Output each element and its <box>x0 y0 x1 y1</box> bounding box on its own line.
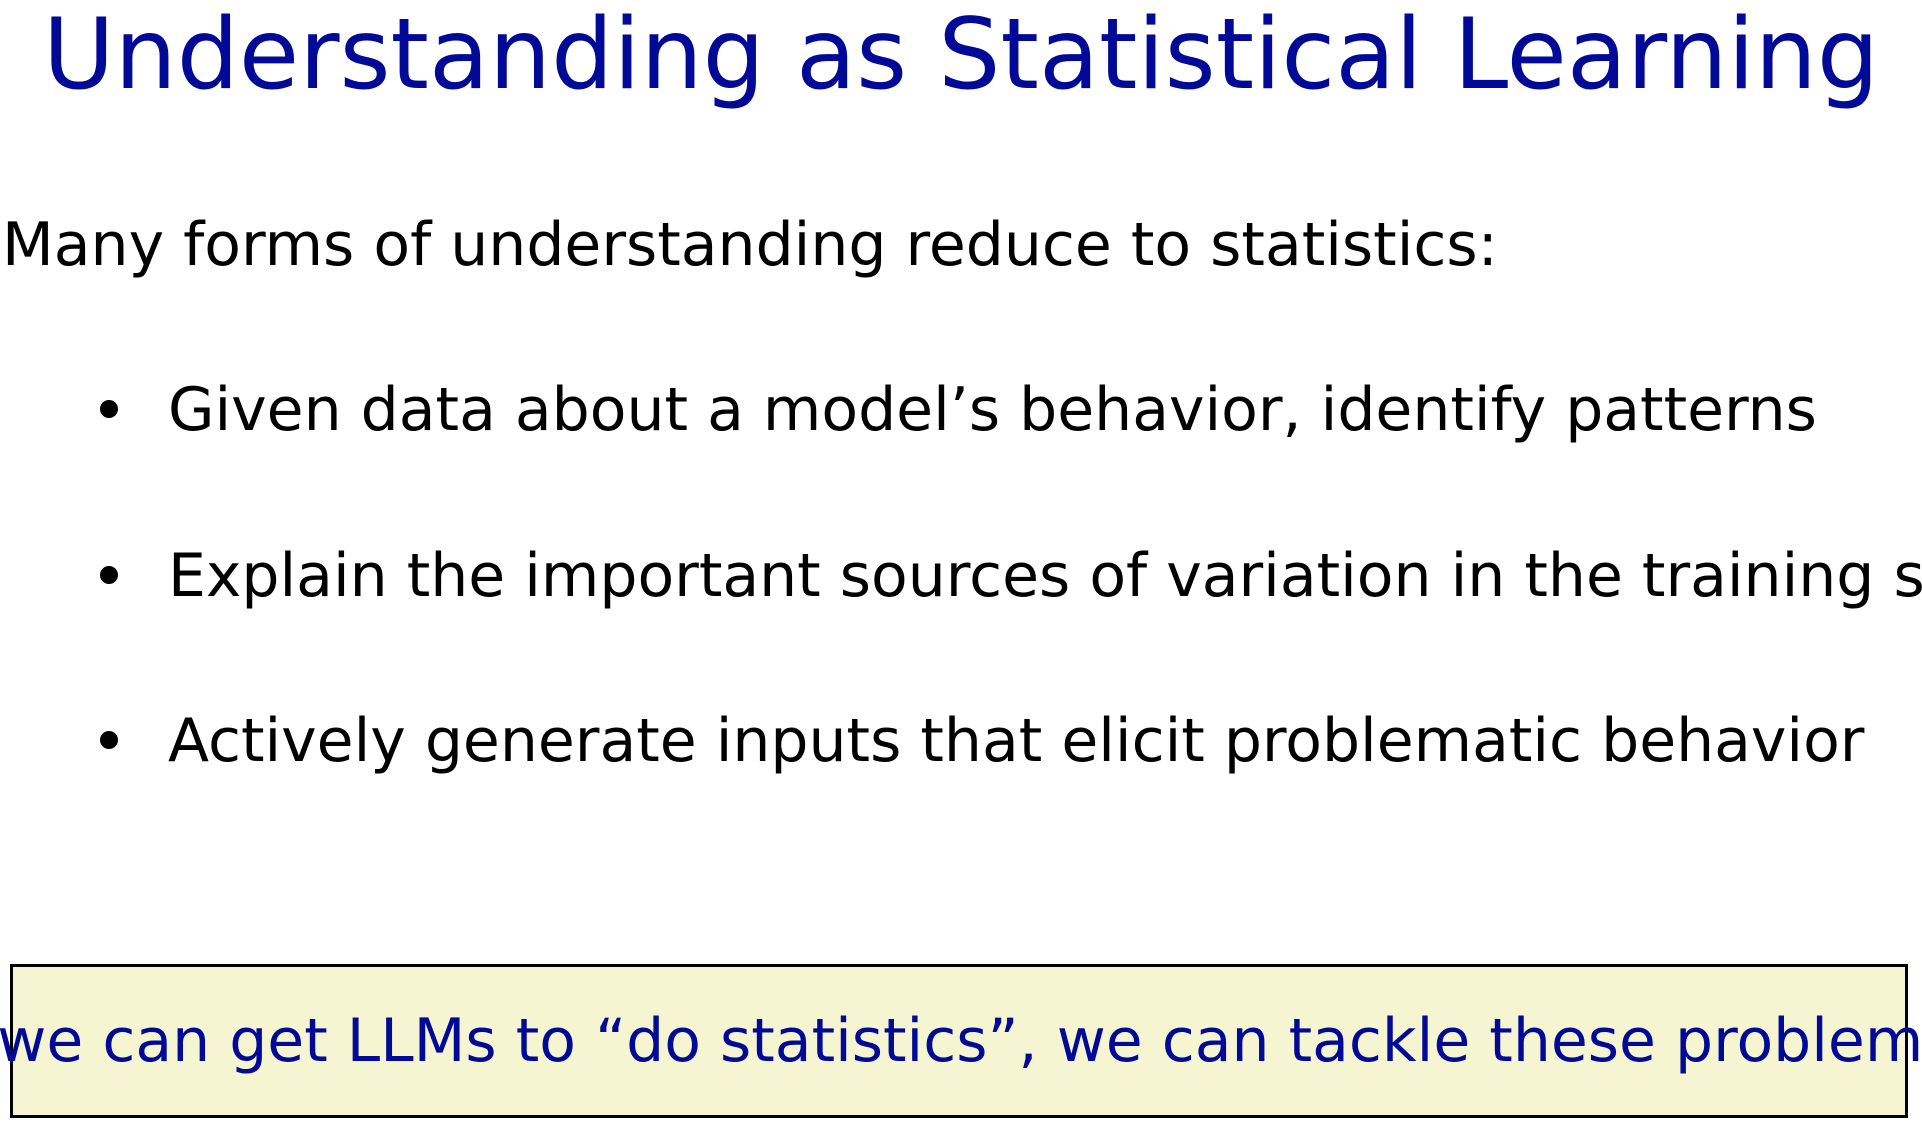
bullet-dot-icon <box>100 400 118 419</box>
bullet-dot-icon <box>100 566 118 585</box>
bullet-item: Explain the important sources of variati… <box>100 543 1922 609</box>
callout-text: If we can get LLMs to “do statistics”, w… <box>0 1006 1922 1076</box>
bullet-item: Given data about a model’s behavior, ide… <box>100 377 1817 443</box>
bullet-dot-icon <box>100 731 118 750</box>
callout-box: If we can get LLMs to “do statistics”, w… <box>0 964 1922 1118</box>
slide-title: Understanding as Statistical Learning <box>42 0 1880 112</box>
bullet-item: Actively generate inputs that elicit pro… <box>100 708 1864 774</box>
bullet-text: Given data about a model’s behavior, ide… <box>168 375 1817 445</box>
bullet-text: Explain the important sources of variati… <box>168 541 1922 611</box>
intro-text: Many forms of understanding reduce to st… <box>2 210 1498 280</box>
bullet-text: Actively generate inputs that elicit pro… <box>168 706 1865 776</box>
